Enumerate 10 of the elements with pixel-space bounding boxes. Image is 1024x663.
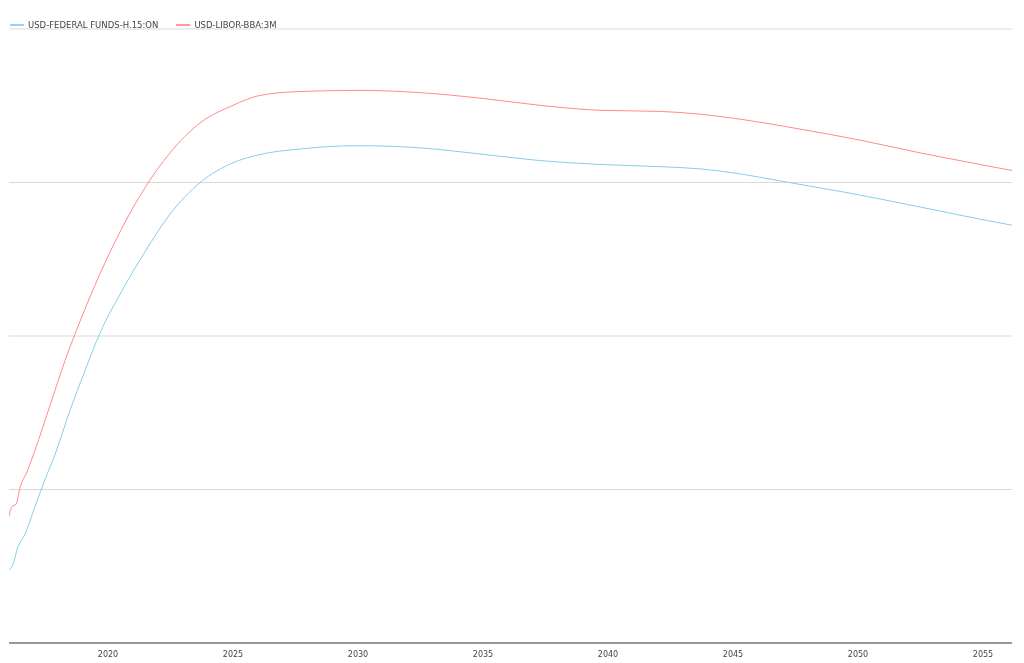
x-tick-label: 2020 [97, 649, 119, 659]
legend-label: USD-LIBOR-BBA:3M [194, 19, 277, 30]
x-tick-label: 2055 [972, 649, 994, 659]
x-tick-label: 2025 [222, 649, 244, 659]
x-tick-label: 2030 [347, 649, 369, 659]
legend-label: USD-FEDERAL FUNDS-H.15:ON [28, 19, 159, 30]
x-tick-label: 2050 [847, 649, 869, 659]
x-tick-label: 2035 [472, 649, 494, 659]
x-tick-label: 2040 [597, 649, 619, 659]
x-tick-label: 2045 [722, 649, 744, 659]
